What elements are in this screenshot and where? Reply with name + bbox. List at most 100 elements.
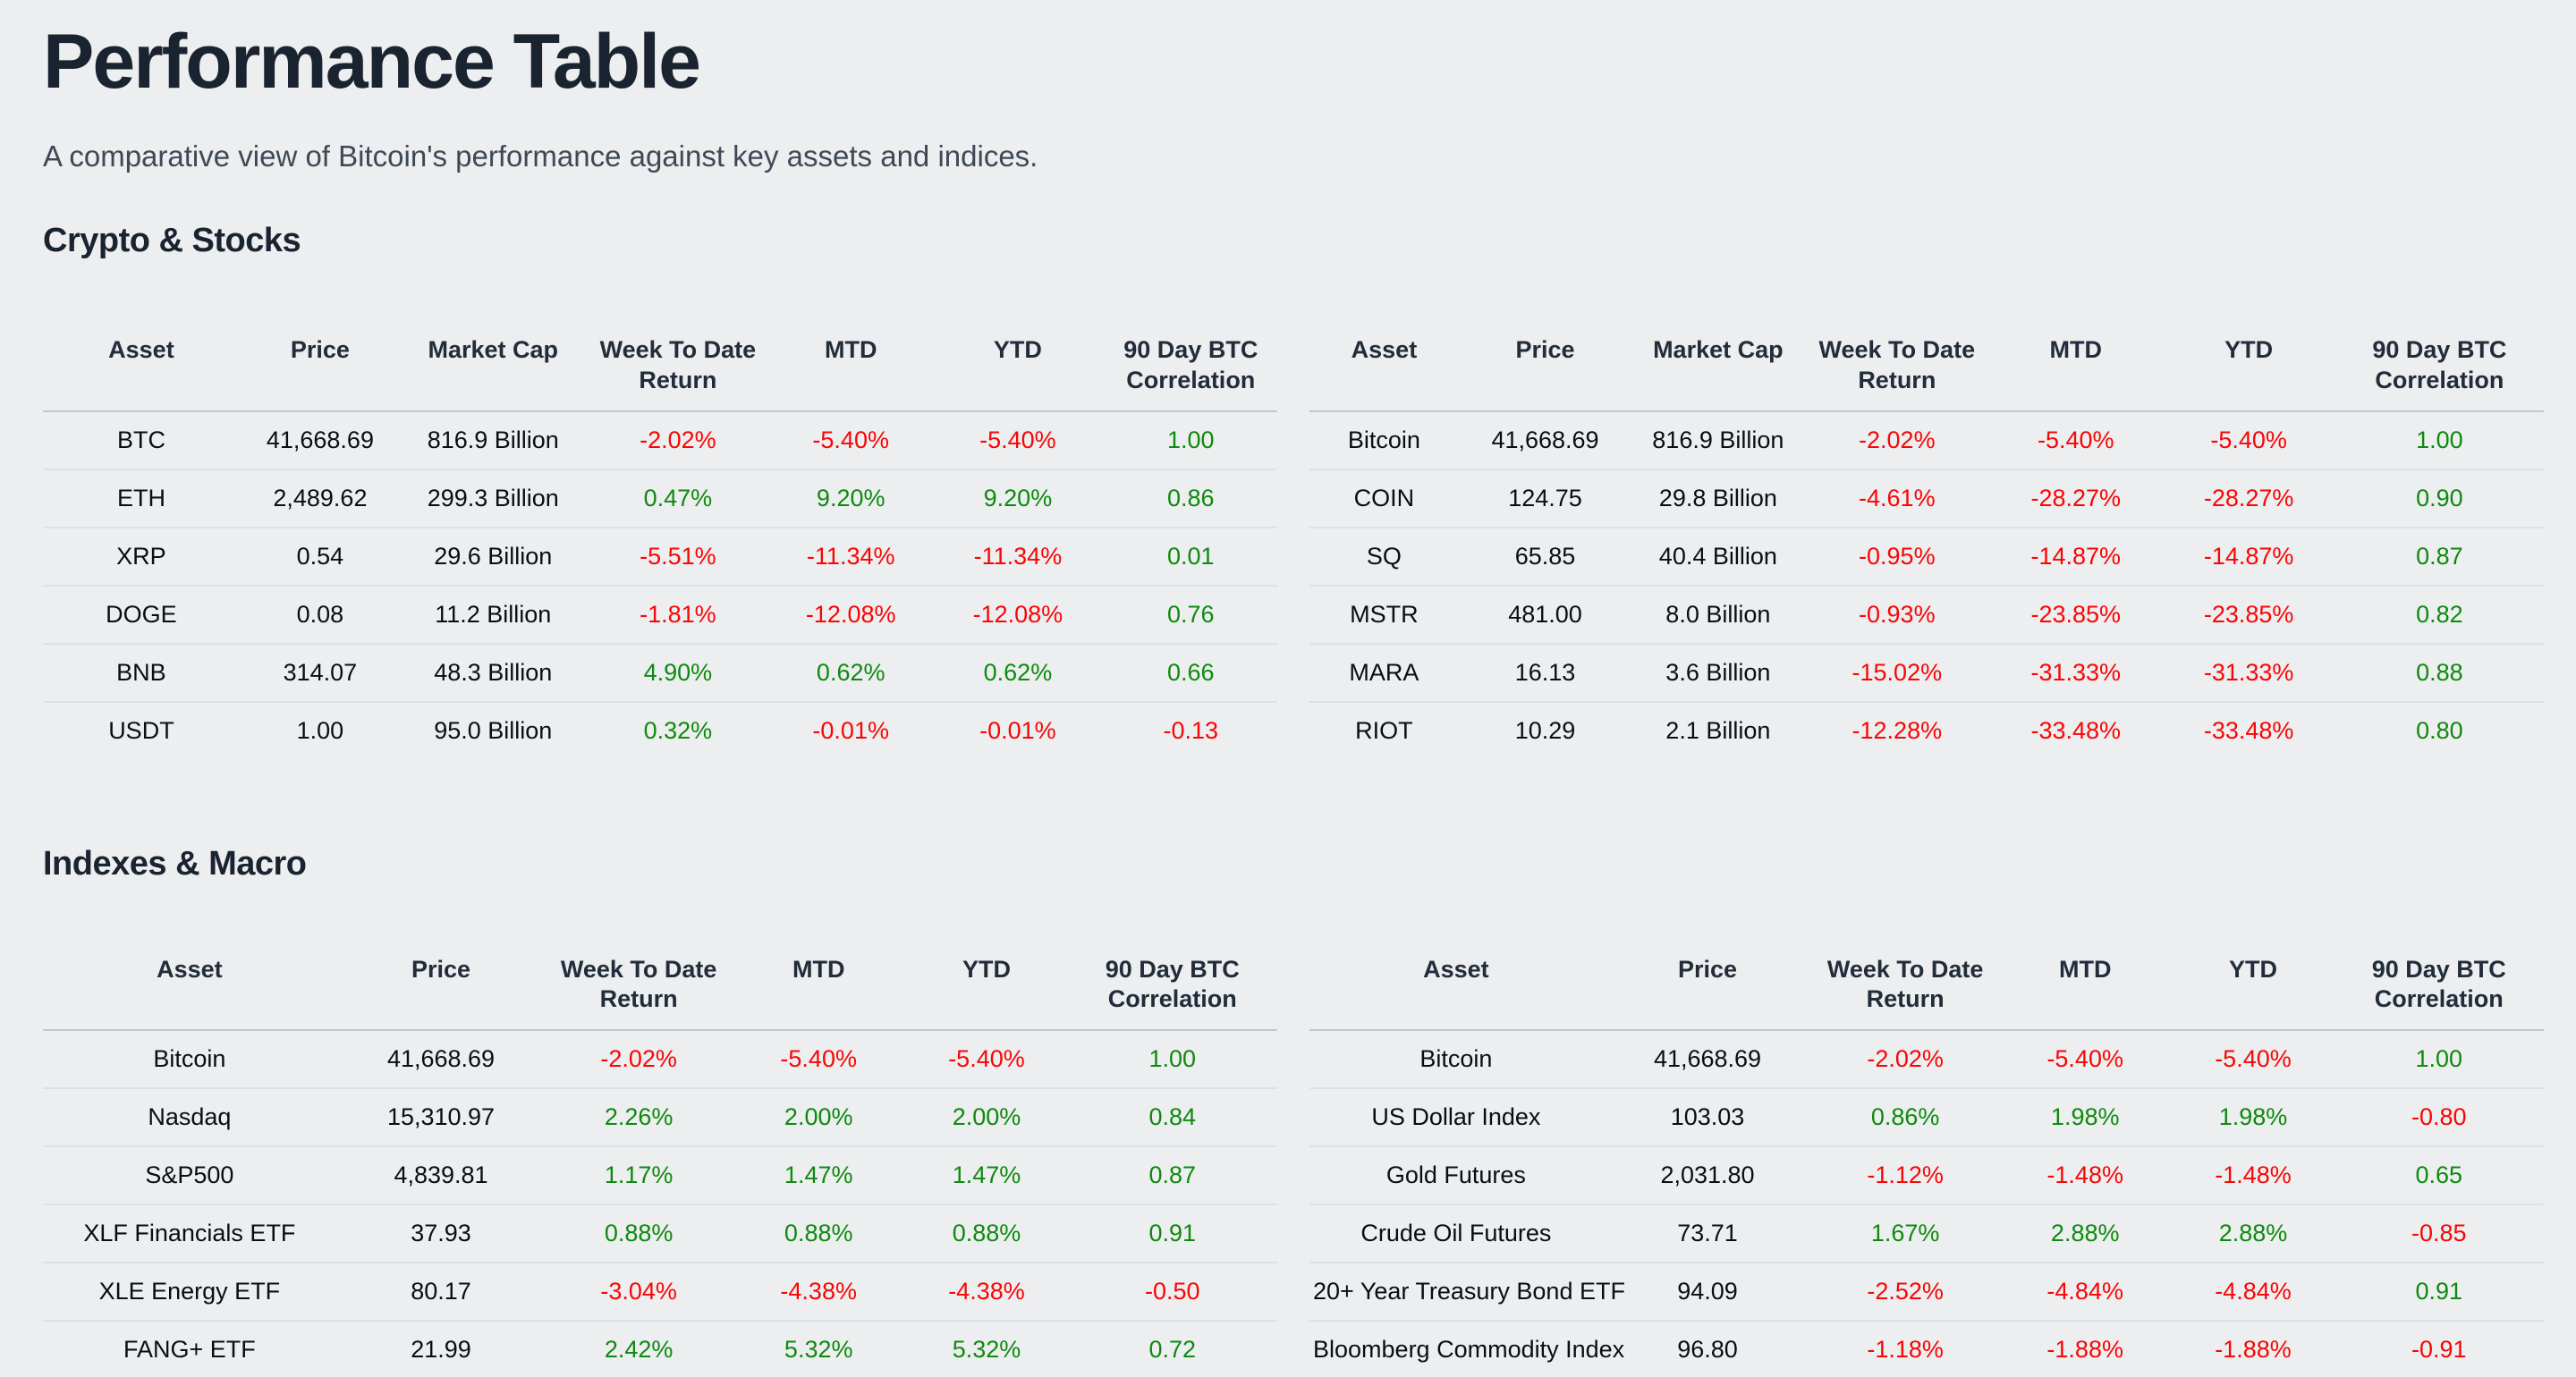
cell-value: 8.0 Billion <box>1631 584 1805 644</box>
cell-value: -0.91 <box>2334 1320 2544 1377</box>
cell-value: 1.00 <box>2415 1045 2463 1072</box>
cell-value: -2.02% <box>640 426 716 453</box>
cell-value: 37.93 <box>335 1204 547 1263</box>
cell-value: 0.91 <box>1067 1204 1277 1263</box>
column-header-label: MTD <box>792 955 845 983</box>
cell-asset: ETH <box>43 468 240 528</box>
cell-value: -5.40% <box>2038 426 2114 453</box>
cell-value: 21.99 <box>335 1320 547 1377</box>
table-row: US Dollar Index 103.03 0.86% 1.98% 1.98% -0.8… <box>1309 1087 2544 1146</box>
column-header-mtd: MTD <box>1998 954 2173 1031</box>
cell-value: 1.00 <box>2416 426 2463 453</box>
crypto-table-left: Asset Price Market Cap Week To Date Return M… <box>43 335 1277 759</box>
cell-value: 816.9 Billion <box>427 426 559 453</box>
table-row: MARA 16.13 3.6 Billion -15.02% -31.33% -31.33… <box>1309 642 2544 702</box>
crypto-table-right: Asset Price Market Cap Week To Date Return M… <box>1309 335 2544 759</box>
column-header-ytd: YTD <box>905 954 1068 1031</box>
cell-value: 0.88% <box>732 1204 906 1263</box>
column-header-asset: Asset <box>43 954 336 1031</box>
cell-value: 2.42% <box>546 1320 732 1377</box>
cell-value: 0.62% <box>931 642 1105 702</box>
cell-value: -5.40% <box>2210 426 2287 453</box>
cell-value: 1.00 <box>1148 1045 1197 1072</box>
cell-value: 9.20% <box>770 468 932 528</box>
column-header-label: Market Cap <box>1653 336 1784 363</box>
column-header-price: Price <box>1458 335 1632 412</box>
column-header-ytd: YTD <box>931 335 1105 412</box>
cell-asset: Nasdaq <box>43 1087 336 1146</box>
cell-value: 0.88% <box>546 1204 732 1263</box>
column-header-label: MTD <box>2049 336 2103 363</box>
cell-value: 0.32% <box>585 700 771 759</box>
cell-value: 15,310.97 <box>335 1087 547 1146</box>
macro-table-left: Asset Price Week To Date Return MTD YTD 90 Da… <box>43 954 1277 1377</box>
cell-asset: RIOT <box>1309 700 1459 759</box>
column-header-label: 90 Day BTC Correlation <box>1123 336 1258 393</box>
cell-value: -5.40% <box>2046 1045 2123 1072</box>
cell-value: 2.00% <box>732 1087 906 1146</box>
cell-value: -11.34% <box>770 526 932 586</box>
cell-value: -1.88% <box>2172 1320 2334 1377</box>
cell-value: 0.86 <box>1104 468 1277 528</box>
cell-value: -5.40% <box>979 426 1056 453</box>
macro-tables-grid: Asset Price Week To Date Return MTD YTD 90 Da… <box>43 954 2544 1377</box>
cell-value: -28.27% <box>1989 468 2163 528</box>
cell-asset: Bitcoin <box>1419 1045 1493 1072</box>
cell-asset: S&P500 <box>43 1145 336 1204</box>
page-subtitle: A comparative view of Bitcoin's performa… <box>43 139 1038 173</box>
table-header-row: Asset Price Market Cap Week To Date Return M… <box>1309 335 2544 412</box>
column-header-label: Price <box>1677 955 1738 983</box>
cell-value: -5.40% <box>948 1045 1025 1072</box>
table-row: USDT 1.00 95.0 Billion 0.32% -0.01% -0.01% -0.… <box>43 700 1277 759</box>
cell-value: 2.1 Billion <box>1631 700 1805 759</box>
cell-value: -4.84% <box>1998 1262 2173 1321</box>
table-row: Crude Oil Futures 73.71 1.67% 2.88% 2.88% -0.… <box>1309 1204 2544 1263</box>
cell-value: 1.17% <box>546 1145 732 1204</box>
column-header-asset: Asset <box>1309 335 1459 412</box>
cell-value: 0.62% <box>770 642 932 702</box>
cell-asset: COIN <box>1309 468 1459 528</box>
cell-asset: MSTR <box>1309 584 1459 644</box>
cell-value: 0.80 <box>2334 700 2544 759</box>
cell-value: 816.9 Billion <box>1652 426 1784 453</box>
section-indexes-macro: Indexes & Macro Asset Price Week To Date R… <box>43 845 2544 1377</box>
column-header-label: Week To Date Return <box>599 336 757 393</box>
cell-value: 0.66 <box>1104 642 1277 702</box>
cell-value: 16.13 <box>1458 642 1632 702</box>
section-title-indexes-macro: Indexes & Macro <box>43 844 307 883</box>
cell-value: 0.82 <box>2334 584 2544 644</box>
cell-value: 2.00% <box>905 1087 1068 1146</box>
cell-value: 95.0 Billion <box>400 700 586 759</box>
cell-value: 48.3 Billion <box>400 642 586 702</box>
table-header-row: Asset Price Week To Date Return MTD YTD 90 Da… <box>43 954 1277 1031</box>
cell-value: -5.40% <box>2215 1045 2292 1072</box>
table-row: MSTR 481.00 8.0 Billion -0.93% -23.85% -23.85… <box>1309 584 2544 644</box>
table-row: Gold Futures 2,031.80 -1.12% -1.48% -1.48% 0.… <box>1309 1145 2544 1204</box>
cell-value: -0.50 <box>1067 1262 1277 1321</box>
cell-value: 1.98% <box>1998 1087 2173 1146</box>
column-header-price: Price <box>1602 954 1813 1031</box>
column-header-label: YTD <box>993 336 1042 363</box>
cell-value: -4.61% <box>1804 468 1990 528</box>
column-header-label: 90 Day BTC Correlation <box>2372 336 2507 393</box>
column-header-label: Week To Date Return <box>1826 955 1984 1013</box>
cell-asset: BTC <box>116 426 165 453</box>
cell-value: 1.67% <box>1812 1204 1998 1263</box>
column-header-label: MTD <box>824 336 877 363</box>
column-header-label: YTD <box>2224 336 2274 363</box>
column-header-label: Price <box>1515 336 1575 363</box>
cell-value: -11.34% <box>931 526 1105 586</box>
cell-value: -1.81% <box>585 584 771 644</box>
cell-value: 1.47% <box>905 1145 1068 1204</box>
table-row: FANG+ ETF 21.99 2.42% 5.32% 5.32% 0.72 <box>43 1320 1277 1377</box>
column-header-label: MTD <box>2058 955 2112 983</box>
column-header-label: YTD <box>962 955 1011 983</box>
cell-value: 0.84 <box>1067 1087 1277 1146</box>
cell-value: -0.13 <box>1104 700 1277 759</box>
cell-value: 9.20% <box>931 468 1105 528</box>
table-row: 20+ Year Treasury Bond ETF 94.09 -2.52% -4.… <box>1309 1262 2544 1321</box>
column-header-asset: Asset <box>1309 954 1603 1031</box>
table-row: Bitcoin 41,668.69 -2.02% -5.40% -5.40% 1.00 <box>1309 1030 2544 1088</box>
cell-asset: Bitcoin <box>1347 426 1420 453</box>
